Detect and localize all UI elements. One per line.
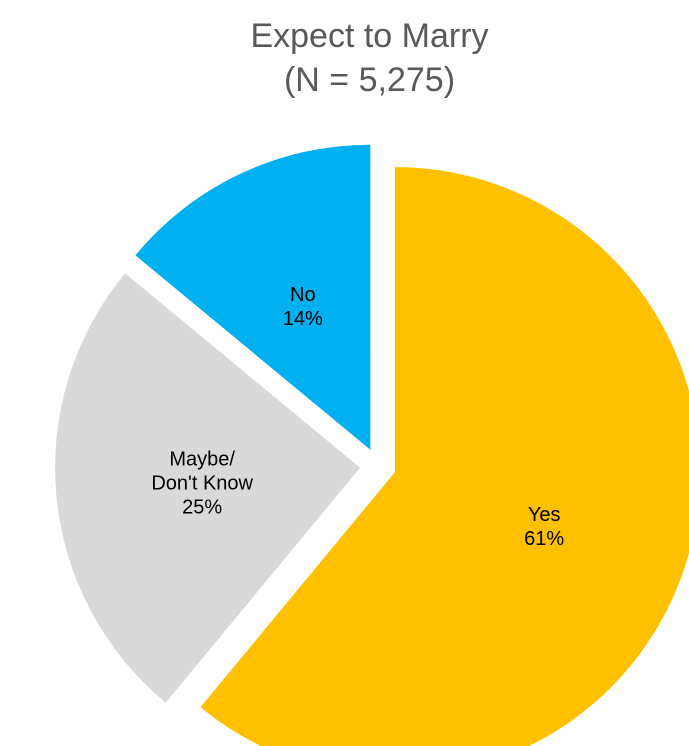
pie-slice-no — [135, 144, 371, 450]
pie-slice-maybe-don-t-know — [55, 273, 361, 703]
slice-label-yes: Yes 61% — [524, 504, 564, 550]
chart-title: Expect to Marry — [250, 17, 489, 55]
pie-slice-yes — [200, 167, 689, 746]
pie-labels: Yes 61% Maybe/Don't Know 25% No 14% — [151, 284, 564, 550]
chart-title-block: Expect to Marry (N = 5,275) — [0, 14, 689, 102]
slice-label-maybe-don-t-know: Maybe/Don't Know 25% — [151, 449, 253, 519]
slice-label-no: No 14% — [283, 284, 323, 330]
pie-slices — [55, 144, 689, 746]
chart-subtitle: (N = 5,275) — [283, 61, 456, 99]
